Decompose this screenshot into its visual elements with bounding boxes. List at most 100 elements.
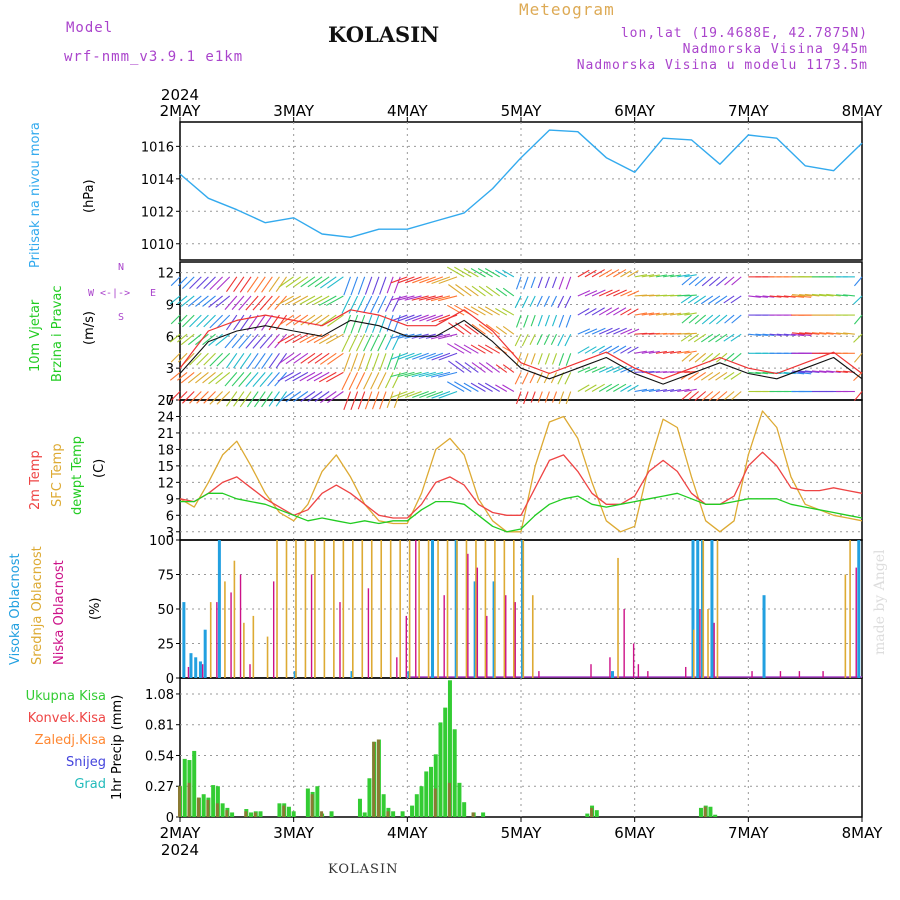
wind-arrow bbox=[564, 295, 572, 309]
cloud-bar-low bbox=[685, 666, 687, 678]
wind-arrow bbox=[313, 295, 330, 305]
wind-arrow bbox=[419, 314, 436, 322]
wind-arrow bbox=[523, 276, 529, 290]
compass-arrows: <-|-> bbox=[100, 288, 131, 299]
wind-arrow bbox=[226, 276, 238, 293]
cloud-bar-low bbox=[367, 588, 370, 678]
wind-arrow bbox=[412, 276, 429, 284]
wind-arrow bbox=[755, 371, 768, 375]
wind-arrow bbox=[202, 295, 216, 307]
wind-arrow bbox=[300, 391, 316, 402]
cloud-bar-low bbox=[822, 671, 824, 678]
wind-arrow bbox=[231, 333, 245, 349]
wind-arrow bbox=[502, 384, 515, 392]
precip-bar-total bbox=[585, 813, 590, 817]
wind-arrow bbox=[731, 314, 742, 324]
cloud-bar-mid bbox=[522, 540, 525, 678]
wind-arrow bbox=[716, 391, 728, 401]
wind-arrow bbox=[246, 314, 259, 331]
wind-arrow bbox=[364, 353, 373, 372]
wind-arrow bbox=[350, 391, 359, 411]
wind-arrow bbox=[454, 381, 472, 392]
y-tick-label: 12 bbox=[157, 267, 174, 282]
wind-arrow bbox=[641, 274, 655, 278]
wind-arrow bbox=[268, 276, 280, 293]
y-tick-label: 18 bbox=[157, 443, 174, 458]
legend-hail: Grad bbox=[74, 777, 106, 792]
cloud-bar-mid bbox=[484, 540, 487, 678]
wind-arrow bbox=[606, 365, 620, 373]
y-tick-label: 1014 bbox=[141, 173, 174, 188]
x-year-bottom: 2024 bbox=[161, 841, 199, 859]
wind-arrow bbox=[853, 295, 863, 305]
wind-arrow bbox=[584, 384, 597, 392]
wind-arrow bbox=[177, 352, 188, 363]
x-tick-label-top: 3MAY bbox=[273, 102, 315, 120]
cloud-bar-mid bbox=[342, 540, 345, 678]
wind-arrow bbox=[463, 382, 479, 392]
wind-arrow bbox=[180, 295, 195, 307]
wind-arrow bbox=[694, 314, 707, 325]
wind-arrow bbox=[724, 276, 735, 286]
wind-arrow bbox=[515, 391, 522, 405]
precip-bar-total bbox=[419, 786, 424, 817]
wind-arrow bbox=[677, 312, 690, 316]
cloud-bar-low bbox=[239, 574, 242, 678]
wind-arrow bbox=[783, 333, 796, 336]
wind-compass: N W <-|-> E S bbox=[88, 262, 156, 324]
y-tick-label: 50 bbox=[157, 603, 174, 618]
location-lonlat: lon,lat (19.4688E, 42.7875N) bbox=[620, 26, 868, 41]
wind-arrow bbox=[189, 391, 202, 404]
cloud-bar-low bbox=[538, 671, 540, 678]
wind-arrow bbox=[355, 333, 366, 352]
cloud-bar-low bbox=[201, 664, 204, 678]
cloud-bar-mid bbox=[266, 636, 269, 678]
cloud-bar-low bbox=[798, 671, 801, 678]
wind-arrow bbox=[278, 391, 294, 403]
wind-arrow bbox=[700, 371, 714, 381]
wind-arrow bbox=[843, 294, 855, 297]
wind-arrow bbox=[819, 293, 834, 297]
wind-arrow bbox=[584, 308, 597, 316]
wind-arrow bbox=[521, 295, 529, 309]
wind-arrow bbox=[430, 333, 451, 340]
wind-arrow bbox=[293, 314, 309, 326]
wind-arrow bbox=[681, 276, 692, 286]
wind-arrow bbox=[284, 371, 302, 382]
cloud-bar-mid bbox=[408, 540, 411, 678]
cloud-bar-low bbox=[623, 609, 625, 678]
wind-arrow bbox=[577, 308, 590, 316]
wind-arrow bbox=[385, 295, 394, 312]
wind-arrow bbox=[551, 314, 558, 327]
wind-arrow bbox=[426, 314, 444, 322]
wind-arrow bbox=[284, 295, 302, 306]
wind-arrow bbox=[177, 276, 188, 287]
wind-arrow bbox=[447, 304, 465, 316]
wind-arrow bbox=[731, 352, 742, 362]
wind-arrow bbox=[748, 333, 761, 337]
wind-arrow bbox=[245, 295, 259, 311]
wind-arrow bbox=[357, 314, 366, 333]
wind-arrow bbox=[196, 352, 209, 366]
wind-arrow bbox=[731, 391, 742, 400]
cloud-bar-low bbox=[415, 540, 417, 678]
wind-arrow bbox=[477, 344, 493, 354]
wind-arrow bbox=[684, 350, 697, 354]
cloud-bar-low bbox=[405, 615, 407, 678]
wind-arrow bbox=[648, 389, 660, 393]
wind-arrow bbox=[371, 276, 380, 295]
wind-arrow bbox=[530, 314, 536, 327]
wind-arrow bbox=[577, 269, 590, 278]
location-elevation: Nadmorska Visina 945m bbox=[682, 42, 868, 57]
cloud-bar-mid bbox=[427, 540, 430, 678]
wind-arrow bbox=[246, 352, 259, 370]
wind-arrow bbox=[495, 287, 508, 297]
wind-arrow bbox=[811, 370, 827, 373]
wind-arrow bbox=[233, 314, 245, 331]
wind-arrow bbox=[613, 327, 627, 335]
x-tick-label-bottom: 2MAY bbox=[160, 824, 202, 842]
wind-arrow bbox=[300, 276, 316, 288]
wind-arrow bbox=[769, 333, 782, 336]
wind-arrow bbox=[648, 312, 660, 316]
wind-arrow bbox=[502, 325, 515, 335]
